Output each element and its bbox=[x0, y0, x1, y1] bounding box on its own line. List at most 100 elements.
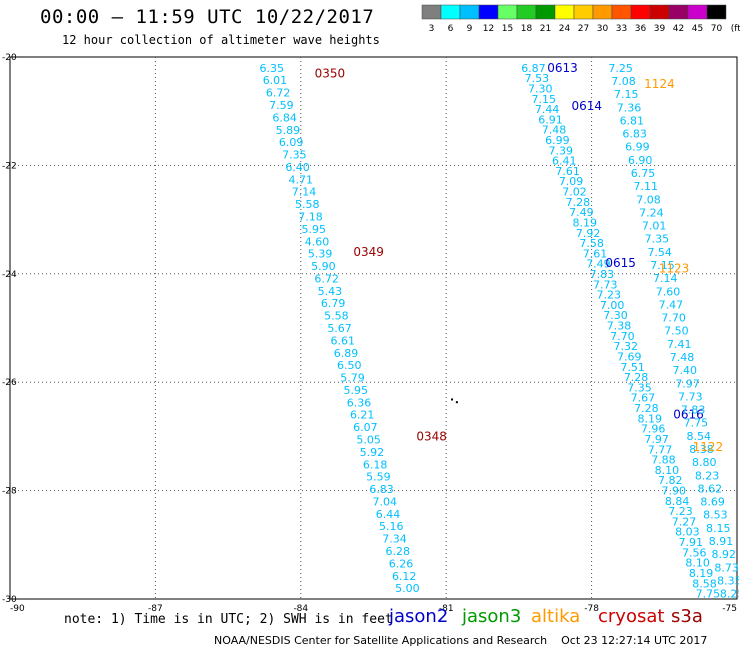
colorbar-swatch bbox=[421, 4, 442, 20]
swh-value: 7.14 bbox=[292, 186, 317, 199]
swh-value: 7.48 bbox=[670, 351, 695, 364]
swh-value: 6.99 bbox=[625, 141, 650, 154]
swh-value: 5.92 bbox=[360, 446, 385, 459]
pass-time-label: 0614 bbox=[571, 99, 602, 113]
pass-time-label: 0350 bbox=[315, 66, 346, 80]
swh-value: 7.44 bbox=[535, 103, 560, 116]
island-mark bbox=[455, 401, 458, 404]
colorbar-label: 15 bbox=[502, 24, 513, 34]
swh-value: 8.73 bbox=[714, 561, 739, 574]
swh-value: 7.90 bbox=[661, 484, 686, 497]
island-mark bbox=[451, 398, 454, 401]
swh-value: 7.61 bbox=[583, 247, 608, 260]
satellite-legend-s3a: s3a bbox=[671, 606, 703, 627]
pass-time-label: 0613 bbox=[547, 61, 578, 75]
swh-value: 7.58 bbox=[579, 237, 604, 250]
y-tick-label: -22 bbox=[2, 161, 17, 171]
swh-value: 7.25 bbox=[608, 62, 633, 75]
swh-value: 7.77 bbox=[648, 443, 673, 456]
swh-value: 8.91 bbox=[709, 535, 734, 548]
swh-value: 7.49 bbox=[569, 206, 594, 219]
chart-title: 00:00 – 11:59 UTC 10/22/2017 bbox=[40, 6, 375, 28]
swh-value: 7.82 bbox=[658, 474, 683, 487]
swh-value: 7.28 bbox=[624, 371, 649, 384]
swh-value: 7.48 bbox=[542, 124, 567, 137]
colorbar-label: 18 bbox=[521, 24, 533, 34]
y-tick-label: -20 bbox=[2, 53, 17, 63]
swh-value: 6.72 bbox=[314, 272, 339, 285]
swh-value: 5.05 bbox=[356, 433, 381, 446]
satellite-legend-jason2: jason2 bbox=[389, 606, 449, 627]
pass-time-label: 1124 bbox=[644, 77, 675, 91]
swh-value: 6.28 bbox=[385, 545, 410, 558]
swh-value: 6.84 bbox=[272, 111, 297, 124]
swh-value: 7.24 bbox=[639, 206, 664, 219]
satellite-legend-altika: altika bbox=[531, 606, 581, 627]
swh-value: 7.04 bbox=[373, 495, 398, 508]
swh-value: 5.59 bbox=[366, 471, 391, 484]
colorbar-swatch bbox=[592, 4, 613, 20]
swh-value: 6.36 bbox=[347, 396, 372, 409]
swh-value: 5.16 bbox=[379, 520, 404, 533]
y-tick-label: -24 bbox=[2, 270, 17, 280]
swh-value: 6.90 bbox=[628, 154, 653, 167]
colorbar-swatch bbox=[630, 4, 651, 20]
colorbar-label: 3 bbox=[429, 24, 435, 34]
swh-value: 6.01 bbox=[263, 74, 288, 87]
swh-value: 7.91 bbox=[679, 536, 704, 549]
swh-value: 5.00 bbox=[395, 582, 420, 595]
footer-credit: NOAA/NESDIS Center for Satellite Applica… bbox=[214, 634, 708, 647]
swh-value: 8.10 bbox=[685, 557, 710, 570]
swh-value: 7.49 bbox=[586, 258, 611, 271]
swh-value: 7.28 bbox=[634, 402, 659, 415]
swh-value: 7.08 bbox=[636, 193, 661, 206]
colorbar-swatch bbox=[706, 4, 727, 20]
swh-value: 5.90 bbox=[311, 260, 336, 273]
swh-value: 7.67 bbox=[631, 392, 656, 405]
swh-value: 7.92 bbox=[576, 227, 601, 240]
swh-value: 5.43 bbox=[318, 285, 343, 298]
x-tick-label: -84 bbox=[293, 604, 308, 614]
swh-value: 6.75 bbox=[631, 167, 656, 180]
colorbar-label: 21 bbox=[540, 24, 551, 34]
swh-value: 6.07 bbox=[353, 421, 378, 434]
swh-value: 7.01 bbox=[642, 220, 667, 233]
colorbar-swatch bbox=[535, 4, 556, 20]
swh-value: 7.97 bbox=[644, 433, 669, 446]
swh-value: 8.19 bbox=[689, 567, 714, 580]
swh-value: 7.83 bbox=[590, 268, 615, 281]
swh-value: 7.14 bbox=[653, 272, 678, 285]
swh-value: 7.73 bbox=[593, 278, 618, 291]
swh-value: 6.09 bbox=[279, 136, 304, 149]
swh-value: 4.60 bbox=[305, 235, 330, 248]
swh-value: 7.69 bbox=[617, 350, 642, 363]
colorbar-label: 33 bbox=[616, 24, 627, 34]
colorbar-label: 12 bbox=[483, 24, 494, 34]
swh-value: 7.30 bbox=[603, 309, 628, 322]
colorbar-label: 30 bbox=[597, 24, 609, 34]
satellite-legend-cryosat: cryosat bbox=[598, 606, 665, 627]
pass-time-label: 0348 bbox=[416, 429, 447, 443]
swh-value: 8.35 bbox=[717, 574, 740, 587]
x-tick-label: -87 bbox=[148, 604, 163, 614]
swh-value: 7.96 bbox=[641, 423, 666, 436]
chart-subtitle: 12 hour collection of altimeter wave hei… bbox=[62, 33, 380, 47]
swh-value: 7.88 bbox=[651, 454, 676, 467]
swh-value: 8.69 bbox=[700, 496, 725, 509]
x-tick-label: -78 bbox=[584, 604, 599, 614]
swh-value: 7.60 bbox=[656, 285, 681, 298]
swh-value: 6.50 bbox=[337, 359, 362, 372]
swh-value: 7.35 bbox=[282, 149, 307, 162]
swh-value: 5.95 bbox=[301, 223, 326, 236]
colorbar-swatch bbox=[573, 4, 594, 20]
swh-value: 8.58 bbox=[692, 577, 717, 590]
swh-value: 8.84 bbox=[665, 495, 690, 508]
colorbar-swatch bbox=[478, 4, 499, 20]
swh-value: 8.19 bbox=[638, 412, 663, 425]
pass-time-label: 1122 bbox=[693, 440, 724, 454]
tracks-layer: 6.356.016.727.596.845.896.097.356.404.71… bbox=[259, 61, 740, 599]
swh-value: 7.51 bbox=[620, 361, 645, 374]
swh-value: 7.40 bbox=[673, 364, 698, 377]
swh-value: 5.58 bbox=[324, 310, 349, 323]
